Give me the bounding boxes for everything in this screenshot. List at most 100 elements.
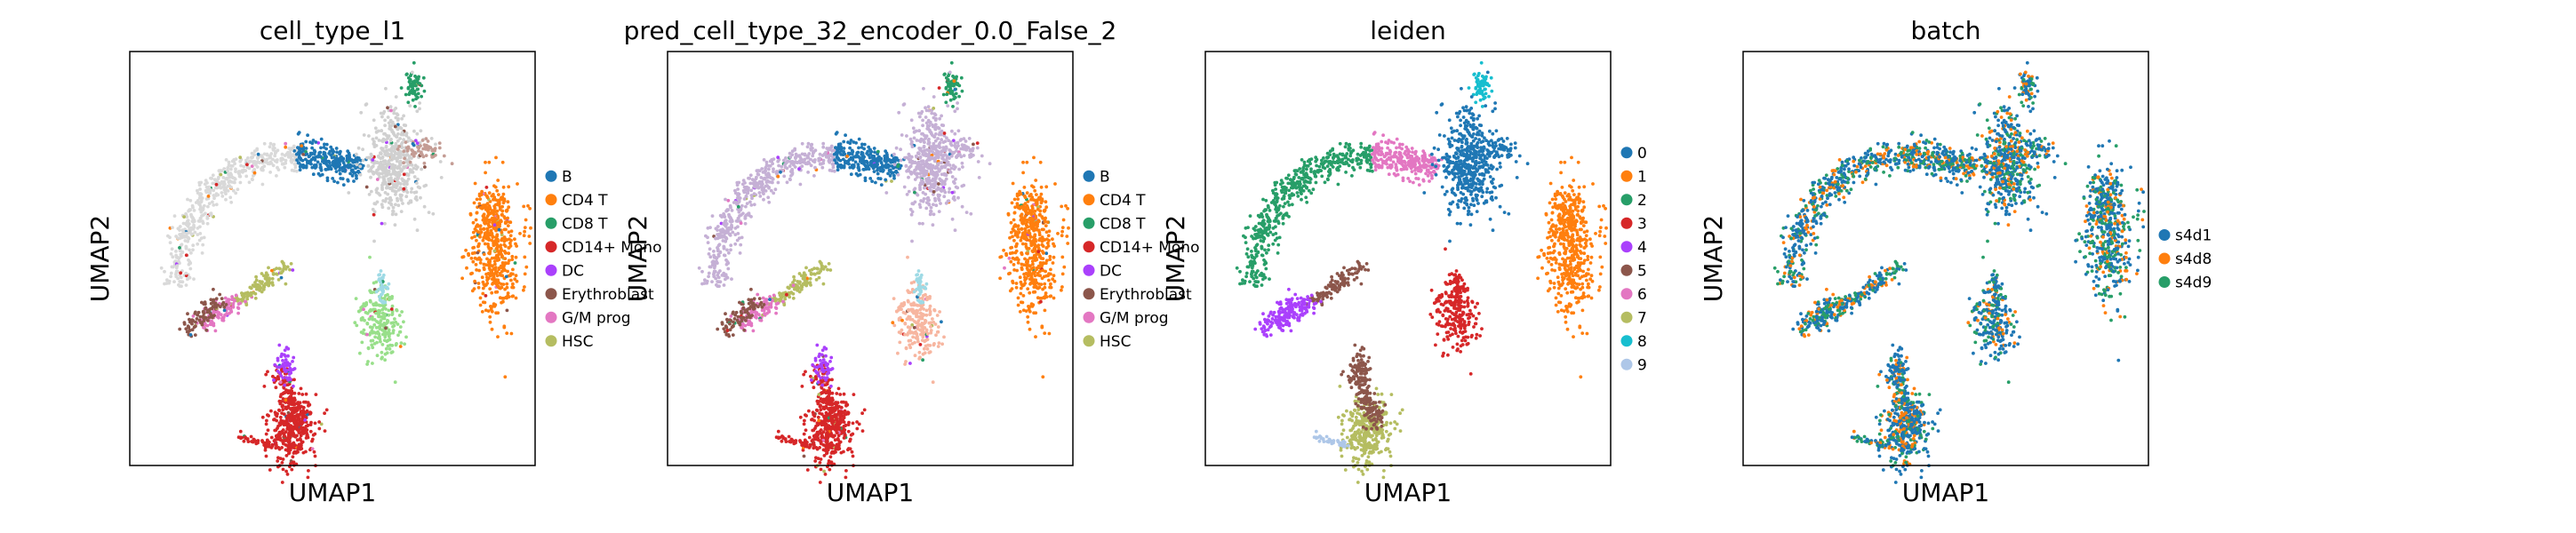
data-point	[171, 255, 175, 259]
data-point	[289, 426, 292, 431]
data-point	[884, 151, 889, 155]
data-point	[196, 242, 200, 246]
data-point	[371, 325, 374, 330]
data-point	[505, 208, 509, 212]
data-point	[301, 153, 306, 156]
data-point	[260, 154, 264, 158]
data-point	[943, 148, 948, 153]
data-point	[1060, 229, 1064, 234]
data-point	[379, 280, 382, 284]
data-point	[184, 246, 188, 251]
data-point	[394, 186, 398, 190]
data-point	[1032, 282, 1036, 286]
data-point	[262, 141, 267, 146]
data-point	[372, 212, 376, 217]
data-point	[230, 298, 234, 301]
data-point	[1044, 200, 1048, 204]
data-point	[933, 147, 938, 151]
data-point	[378, 321, 382, 325]
data-point	[1035, 202, 1039, 206]
data-point	[279, 393, 284, 396]
data-point	[402, 114, 405, 118]
data-point	[1047, 278, 1051, 282]
data-point	[939, 179, 943, 183]
data-point	[892, 152, 896, 156]
data-point	[381, 199, 385, 203]
data-point	[940, 172, 944, 177]
data-point	[924, 106, 927, 110]
data-point	[501, 282, 506, 286]
data-point	[405, 72, 409, 76]
data-point	[891, 171, 895, 175]
data-point	[506, 291, 510, 295]
data-point	[1027, 231, 1031, 235]
data-point	[406, 86, 411, 91]
data-point	[275, 174, 278, 178]
data-point	[927, 166, 932, 171]
data-point	[722, 222, 726, 227]
data-point	[513, 237, 516, 242]
data-point	[757, 191, 762, 195]
data-point	[299, 411, 303, 416]
data-point	[280, 152, 284, 156]
data-point	[941, 140, 946, 145]
data-point	[400, 140, 404, 145]
data-point	[1003, 266, 1006, 270]
data-point	[1016, 261, 1020, 265]
data-point	[297, 418, 300, 422]
data-point	[340, 177, 345, 181]
data-point	[925, 123, 930, 128]
data-point	[336, 180, 340, 185]
data-point	[302, 400, 306, 404]
data-point	[468, 212, 473, 217]
data-point	[257, 161, 261, 165]
data-point	[181, 230, 186, 235]
data-point	[505, 331, 509, 335]
data-point	[395, 342, 398, 346]
data-point	[710, 214, 715, 219]
data-point	[410, 148, 414, 152]
data-point	[924, 134, 929, 139]
data-point	[282, 353, 286, 357]
data-point	[311, 139, 316, 142]
data-point	[486, 235, 490, 239]
data-point	[200, 251, 204, 255]
data-point	[385, 339, 389, 344]
data-point	[201, 309, 205, 314]
data-point	[485, 282, 490, 285]
data-point	[1012, 263, 1016, 266]
data-point	[1043, 308, 1047, 313]
data-point	[382, 316, 387, 321]
data-point	[956, 152, 961, 156]
data-point	[412, 154, 416, 158]
data-point	[503, 257, 508, 260]
data-point	[507, 185, 511, 189]
data-point	[755, 175, 758, 179]
data-point	[179, 254, 183, 258]
data-point	[939, 202, 942, 205]
data-point	[912, 131, 916, 134]
data-point	[496, 335, 500, 338]
data-point	[388, 148, 393, 153]
data-point	[1020, 266, 1024, 270]
data-point	[506, 216, 509, 220]
data-point	[1044, 224, 1048, 227]
data-point	[828, 158, 833, 163]
data-point	[287, 451, 291, 456]
data-point	[943, 179, 947, 184]
data-point	[222, 187, 227, 192]
data-point	[359, 110, 364, 115]
data-point	[277, 343, 282, 347]
data-point	[487, 191, 492, 195]
data-point	[953, 87, 957, 91]
data-point	[178, 246, 181, 250]
data-point	[749, 203, 754, 207]
data-point	[733, 242, 738, 246]
data-point	[511, 272, 515, 276]
data-point	[494, 240, 499, 243]
data-point	[313, 149, 317, 154]
data-point	[861, 167, 866, 171]
data-point	[874, 180, 877, 185]
data-point	[248, 285, 252, 290]
data-point	[204, 179, 208, 183]
